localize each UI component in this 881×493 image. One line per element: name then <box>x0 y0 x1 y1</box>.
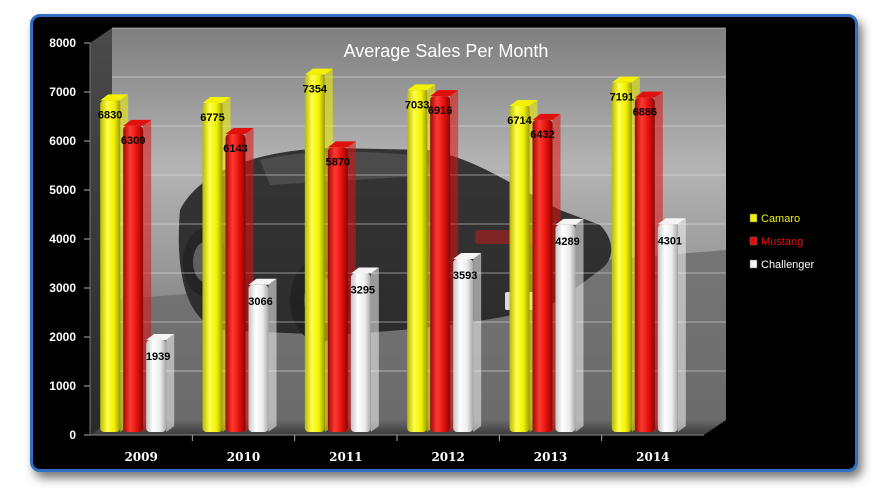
legend-label-mustang: Mustang <box>761 236 803 248</box>
x-axis: 2009 2010 2011 2012 2013 2014 <box>124 435 670 464</box>
bars-layer <box>100 68 686 433</box>
x-tick-label: 2013 <box>534 450 567 464</box>
bar-top <box>453 252 482 259</box>
bar-top <box>407 84 436 91</box>
bar-top <box>634 91 663 98</box>
bar-top <box>202 97 231 104</box>
y-tick-label: 8000 <box>49 36 76 50</box>
bar-top <box>327 141 356 148</box>
y-tick-label: 2000 <box>49 330 76 344</box>
bar-front <box>248 284 269 432</box>
bar-top <box>430 90 459 97</box>
data-label: 6775 <box>200 112 224 124</box>
bar-top <box>100 94 129 101</box>
bar-front <box>657 224 678 432</box>
bar-front <box>453 258 474 432</box>
x-tick-label: 2014 <box>636 450 669 464</box>
y-tick-label: 6000 <box>49 134 76 148</box>
data-label: 6830 <box>98 109 122 121</box>
bar-front <box>611 82 632 433</box>
y-tick-label: 1000 <box>49 379 76 393</box>
bar-top <box>657 218 686 225</box>
bar-top <box>248 278 277 285</box>
bar-challenger-2009 <box>146 333 175 432</box>
data-label: 6143 <box>223 143 247 155</box>
data-label: 7191 <box>610 92 634 104</box>
bar-top <box>350 267 379 274</box>
bar-top <box>225 127 254 134</box>
data-label: 5870 <box>326 156 350 168</box>
legend-label-challenger: Challenger <box>761 259 815 271</box>
data-labels-layer: 6830 6309 1939 6775 6143 3066 7354 5870 3295 7033… <box>98 84 682 363</box>
bar-top <box>611 76 640 83</box>
data-label: 6886 <box>633 107 657 119</box>
legend: Camaro Mustang Challenger <box>742 205 828 285</box>
bar-challenger-2010 <box>248 278 277 432</box>
data-label: 4289 <box>555 236 579 248</box>
data-label: 4301 <box>658 235 682 247</box>
bar-side <box>166 333 175 432</box>
bar-challenger-2011 <box>350 267 379 432</box>
bar-front <box>202 103 223 433</box>
bar-front <box>225 133 246 433</box>
y-axis: 0 1000 2000 3000 4000 5000 6000 7000 8000 <box>49 36 91 442</box>
legend-swatch-camaro <box>749 213 758 223</box>
y-tick-label: 0 <box>69 428 76 442</box>
data-label: 1939 <box>146 351 170 363</box>
bar-front <box>634 97 655 432</box>
bar-front <box>532 119 553 432</box>
data-label: 3066 <box>248 296 272 308</box>
y-tick-label: 7000 <box>49 85 76 99</box>
bar-front <box>100 100 121 432</box>
bar-top <box>555 218 584 225</box>
bar-top <box>532 113 561 120</box>
bar-front <box>123 125 144 432</box>
bar-side <box>575 218 584 432</box>
bar-side <box>473 252 482 432</box>
data-label: 3295 <box>351 285 375 297</box>
bar-front <box>350 273 371 432</box>
x-tick-label: 2012 <box>431 450 464 464</box>
bar-front <box>304 74 325 433</box>
data-label: 7354 <box>303 84 328 96</box>
bar-front <box>555 224 576 432</box>
bar-top <box>146 333 175 340</box>
bar-front <box>146 339 167 432</box>
y-tick-label: 3000 <box>49 281 76 295</box>
bar-top <box>509 100 538 107</box>
chart-title: Average Sales Per Month <box>344 41 549 61</box>
bar-challenger-2014 <box>657 218 686 432</box>
data-label: 6309 <box>121 135 145 147</box>
bar-challenger-2012 <box>453 252 482 432</box>
legend-swatch-challenger <box>749 259 758 269</box>
x-tick-label: 2009 <box>124 450 157 464</box>
legend-label-camaro: Camaro <box>761 213 800 225</box>
bar-front <box>407 90 428 433</box>
bar-front <box>430 96 451 432</box>
bar-side <box>677 218 686 432</box>
bar-challenger-2013 <box>555 218 584 432</box>
bar-side <box>370 267 379 432</box>
y-tick-label: 5000 <box>49 183 76 197</box>
y-tick-label: 4000 <box>49 232 76 246</box>
bar-top <box>123 119 152 126</box>
data-label: 7033 <box>405 99 429 111</box>
bar-front <box>509 106 530 432</box>
x-tick-label: 2010 <box>227 450 260 464</box>
legend-swatch-mustang <box>749 236 758 246</box>
x-tick-label: 2011 <box>329 450 362 464</box>
data-label: 6714 <box>507 115 532 127</box>
data-label: 3593 <box>453 270 477 282</box>
bar-front <box>327 147 348 432</box>
data-label: 6432 <box>530 129 554 141</box>
bar-top <box>304 68 333 75</box>
bar-side <box>268 278 277 432</box>
data-label: 6916 <box>428 105 452 117</box>
